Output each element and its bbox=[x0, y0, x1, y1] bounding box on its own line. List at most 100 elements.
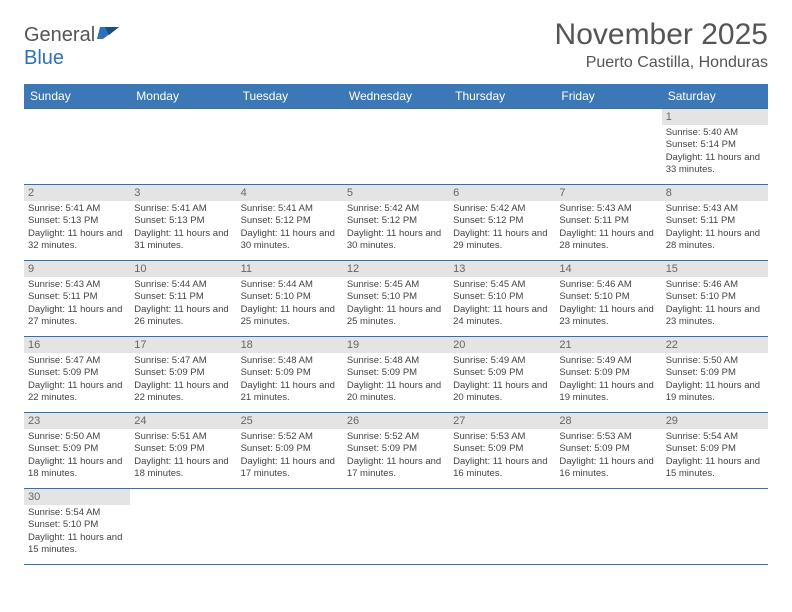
day-header-row: Sunday Monday Tuesday Wednesday Thursday… bbox=[24, 84, 768, 109]
sunrise-text: Sunrise: 5:53 AM bbox=[559, 431, 657, 443]
header: GeneralBlue November 2025 Puerto Castill… bbox=[24, 18, 768, 72]
day-number: 29 bbox=[662, 413, 768, 429]
calendar-cell bbox=[449, 489, 555, 565]
day-number: 21 bbox=[555, 337, 661, 353]
day-number: 14 bbox=[555, 261, 661, 277]
calendar-cell: 10Sunrise: 5:44 AMSunset: 5:11 PMDayligh… bbox=[130, 261, 236, 337]
location-text: Puerto Castilla, Honduras bbox=[555, 54, 768, 72]
daylight-text: Daylight: 11 hours and 30 minutes. bbox=[347, 228, 445, 253]
calendar-cell bbox=[555, 489, 661, 565]
sunrise-text: Sunrise: 5:54 AM bbox=[666, 431, 764, 443]
day-header: Friday bbox=[555, 84, 661, 109]
daylight-text: Daylight: 11 hours and 15 minutes. bbox=[666, 456, 764, 481]
daylight-text: Daylight: 11 hours and 22 minutes. bbox=[28, 380, 126, 405]
calendar-cell: 27Sunrise: 5:53 AMSunset: 5:09 PMDayligh… bbox=[449, 413, 555, 489]
sunrise-text: Sunrise: 5:43 AM bbox=[666, 203, 764, 215]
calendar-row: 9Sunrise: 5:43 AMSunset: 5:11 PMDaylight… bbox=[24, 261, 768, 337]
sunset-text: Sunset: 5:09 PM bbox=[453, 367, 551, 379]
calendar-cell: 18Sunrise: 5:48 AMSunset: 5:09 PMDayligh… bbox=[237, 337, 343, 413]
daylight-text: Daylight: 11 hours and 32 minutes. bbox=[28, 228, 126, 253]
calendar-cell: 3Sunrise: 5:41 AMSunset: 5:13 PMDaylight… bbox=[130, 185, 236, 261]
calendar-cell: 22Sunrise: 5:50 AMSunset: 5:09 PMDayligh… bbox=[662, 337, 768, 413]
sunrise-text: Sunrise: 5:48 AM bbox=[241, 355, 339, 367]
day-info: Sunrise: 5:50 AMSunset: 5:09 PMDaylight:… bbox=[662, 353, 768, 408]
calendar-cell: 21Sunrise: 5:49 AMSunset: 5:09 PMDayligh… bbox=[555, 337, 661, 413]
day-info: Sunrise: 5:43 AMSunset: 5:11 PMDaylight:… bbox=[662, 201, 768, 256]
sunrise-text: Sunrise: 5:44 AM bbox=[241, 279, 339, 291]
sunrise-text: Sunrise: 5:52 AM bbox=[347, 431, 445, 443]
daylight-text: Daylight: 11 hours and 24 minutes. bbox=[453, 304, 551, 329]
day-number: 28 bbox=[555, 413, 661, 429]
sunrise-text: Sunrise: 5:49 AM bbox=[559, 355, 657, 367]
sunset-text: Sunset: 5:09 PM bbox=[559, 443, 657, 455]
day-info: Sunrise: 5:54 AMSunset: 5:10 PMDaylight:… bbox=[24, 505, 130, 560]
sunset-text: Sunset: 5:12 PM bbox=[347, 215, 445, 227]
daylight-text: Daylight: 11 hours and 25 minutes. bbox=[347, 304, 445, 329]
daylight-text: Daylight: 11 hours and 19 minutes. bbox=[559, 380, 657, 405]
sunset-text: Sunset: 5:09 PM bbox=[666, 443, 764, 455]
sunrise-text: Sunrise: 5:50 AM bbox=[28, 431, 126, 443]
day-info: Sunrise: 5:44 AMSunset: 5:11 PMDaylight:… bbox=[130, 277, 236, 332]
sunset-text: Sunset: 5:13 PM bbox=[28, 215, 126, 227]
calendar-cell: 12Sunrise: 5:45 AMSunset: 5:10 PMDayligh… bbox=[343, 261, 449, 337]
calendar-table: Sunday Monday Tuesday Wednesday Thursday… bbox=[24, 84, 768, 565]
daylight-text: Daylight: 11 hours and 23 minutes. bbox=[666, 304, 764, 329]
calendar-cell bbox=[343, 109, 449, 185]
calendar-cell bbox=[343, 489, 449, 565]
sunset-text: Sunset: 5:09 PM bbox=[134, 367, 232, 379]
day-info: Sunrise: 5:49 AMSunset: 5:09 PMDaylight:… bbox=[449, 353, 555, 408]
daylight-text: Daylight: 11 hours and 27 minutes. bbox=[28, 304, 126, 329]
calendar-cell bbox=[237, 489, 343, 565]
day-number: 30 bbox=[24, 489, 130, 505]
day-number: 19 bbox=[343, 337, 449, 353]
day-info: Sunrise: 5:51 AMSunset: 5:09 PMDaylight:… bbox=[130, 429, 236, 484]
daylight-text: Daylight: 11 hours and 20 minutes. bbox=[453, 380, 551, 405]
day-number: 2 bbox=[24, 185, 130, 201]
daylight-text: Daylight: 11 hours and 21 minutes. bbox=[241, 380, 339, 405]
day-header: Tuesday bbox=[237, 84, 343, 109]
sunset-text: Sunset: 5:13 PM bbox=[134, 215, 232, 227]
calendar-row: 30Sunrise: 5:54 AMSunset: 5:10 PMDayligh… bbox=[24, 489, 768, 565]
day-number: 12 bbox=[343, 261, 449, 277]
day-number: 27 bbox=[449, 413, 555, 429]
calendar-cell: 8Sunrise: 5:43 AMSunset: 5:11 PMDaylight… bbox=[662, 185, 768, 261]
day-number: 20 bbox=[449, 337, 555, 353]
day-header: Monday bbox=[130, 84, 236, 109]
logo-text-blue: Blue bbox=[24, 47, 64, 69]
daylight-text: Daylight: 11 hours and 19 minutes. bbox=[666, 380, 764, 405]
sunset-text: Sunset: 5:09 PM bbox=[347, 443, 445, 455]
daylight-text: Daylight: 11 hours and 23 minutes. bbox=[559, 304, 657, 329]
sunrise-text: Sunrise: 5:40 AM bbox=[666, 127, 764, 139]
day-info: Sunrise: 5:53 AMSunset: 5:09 PMDaylight:… bbox=[555, 429, 661, 484]
sunset-text: Sunset: 5:09 PM bbox=[134, 443, 232, 455]
daylight-text: Daylight: 11 hours and 29 minutes. bbox=[453, 228, 551, 253]
sunrise-text: Sunrise: 5:45 AM bbox=[347, 279, 445, 291]
day-info: Sunrise: 5:53 AMSunset: 5:09 PMDaylight:… bbox=[449, 429, 555, 484]
sunrise-text: Sunrise: 5:47 AM bbox=[28, 355, 126, 367]
calendar-row: 1Sunrise: 5:40 AMSunset: 5:14 PMDaylight… bbox=[24, 109, 768, 185]
daylight-text: Daylight: 11 hours and 22 minutes. bbox=[134, 380, 232, 405]
day-info: Sunrise: 5:45 AMSunset: 5:10 PMDaylight:… bbox=[449, 277, 555, 332]
day-info: Sunrise: 5:47 AMSunset: 5:09 PMDaylight:… bbox=[130, 353, 236, 408]
daylight-text: Daylight: 11 hours and 33 minutes. bbox=[666, 152, 764, 177]
day-info: Sunrise: 5:46 AMSunset: 5:10 PMDaylight:… bbox=[662, 277, 768, 332]
day-number: 15 bbox=[662, 261, 768, 277]
day-header: Saturday bbox=[662, 84, 768, 109]
day-info: Sunrise: 5:52 AMSunset: 5:09 PMDaylight:… bbox=[237, 429, 343, 484]
sunrise-text: Sunrise: 5:43 AM bbox=[559, 203, 657, 215]
day-info: Sunrise: 5:41 AMSunset: 5:12 PMDaylight:… bbox=[237, 201, 343, 256]
sunrise-text: Sunrise: 5:46 AM bbox=[666, 279, 764, 291]
sunrise-text: Sunrise: 5:46 AM bbox=[559, 279, 657, 291]
day-header: Sunday bbox=[24, 84, 130, 109]
daylight-text: Daylight: 11 hours and 28 minutes. bbox=[666, 228, 764, 253]
daylight-text: Daylight: 11 hours and 28 minutes. bbox=[559, 228, 657, 253]
day-info: Sunrise: 5:43 AMSunset: 5:11 PMDaylight:… bbox=[555, 201, 661, 256]
daylight-text: Daylight: 11 hours and 16 minutes. bbox=[453, 456, 551, 481]
calendar-cell: 11Sunrise: 5:44 AMSunset: 5:10 PMDayligh… bbox=[237, 261, 343, 337]
logo-text-general: General bbox=[24, 24, 95, 46]
calendar-cell: 15Sunrise: 5:46 AMSunset: 5:10 PMDayligh… bbox=[662, 261, 768, 337]
sunset-text: Sunset: 5:12 PM bbox=[453, 215, 551, 227]
day-info: Sunrise: 5:40 AMSunset: 5:14 PMDaylight:… bbox=[662, 125, 768, 180]
sunset-text: Sunset: 5:09 PM bbox=[453, 443, 551, 455]
day-number: 24 bbox=[130, 413, 236, 429]
